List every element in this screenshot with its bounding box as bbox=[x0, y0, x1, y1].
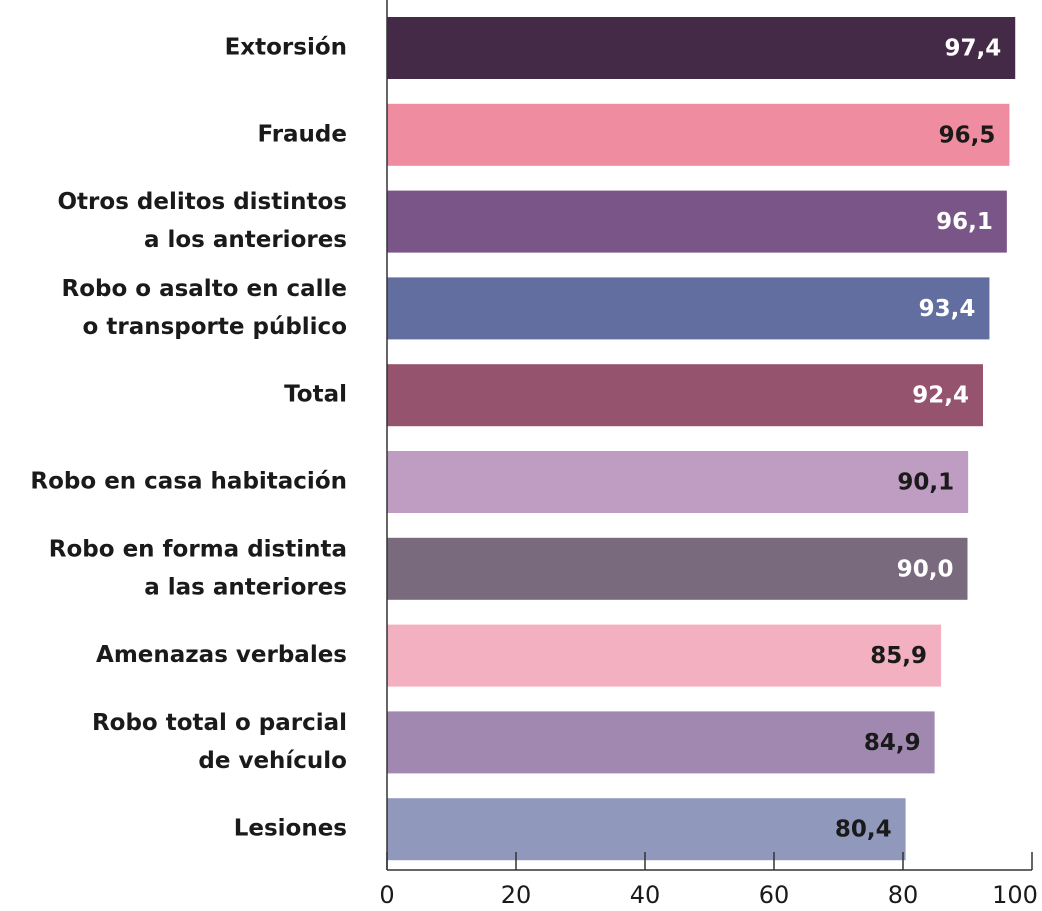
x-tick-label: 40 bbox=[630, 881, 661, 909]
y-tick-label: Robo en forma distinta bbox=[49, 536, 347, 562]
bar bbox=[387, 711, 935, 774]
value-label: 90,1 bbox=[897, 470, 954, 496]
x-tick-label: 0 bbox=[379, 881, 394, 909]
bar bbox=[387, 190, 1007, 253]
y-tick-label: a los anteriores bbox=[144, 227, 347, 253]
y-tick-label: Fraude bbox=[257, 121, 347, 147]
value-label: 92,4 bbox=[912, 383, 969, 409]
bar bbox=[387, 798, 906, 861]
value-label: 96,1 bbox=[936, 209, 993, 235]
value-label: 90,0 bbox=[897, 556, 954, 582]
value-label: 80,4 bbox=[835, 817, 892, 843]
y-tick-label: Total bbox=[284, 382, 347, 408]
x-tick-label: 80 bbox=[888, 881, 919, 909]
bar bbox=[387, 17, 1016, 79]
y-tick-label: a las anteriores bbox=[144, 574, 347, 600]
bar bbox=[387, 624, 942, 687]
y-tick-label: de vehículo bbox=[198, 748, 347, 774]
x-tick-label: 100 bbox=[992, 881, 1038, 909]
y-tick-label: Otros delitos distintos bbox=[58, 189, 348, 215]
x-tick-label: 20 bbox=[501, 881, 532, 909]
bar bbox=[387, 451, 969, 513]
y-tick-label: Amenazas verbales bbox=[96, 642, 347, 668]
x-tick-label: 60 bbox=[759, 881, 790, 909]
y-tick-label: Robo o asalto en calle bbox=[61, 276, 347, 302]
y-tick-label: Extorsión bbox=[225, 35, 347, 61]
bar bbox=[387, 537, 968, 600]
value-label: 93,4 bbox=[919, 296, 976, 322]
value-label: 97,4 bbox=[944, 36, 1001, 62]
y-tick-label: Lesiones bbox=[234, 816, 347, 842]
bar bbox=[387, 277, 990, 340]
y-tick-label: Robo en casa habitación bbox=[30, 469, 347, 495]
value-label: 96,5 bbox=[939, 122, 996, 148]
value-label: 84,9 bbox=[864, 730, 921, 756]
y-tick-label: o transporte público bbox=[83, 314, 347, 340]
bar bbox=[387, 364, 983, 427]
bar bbox=[387, 103, 1010, 166]
y-tick-label: Robo total o parcial bbox=[92, 710, 347, 736]
value-label: 85,9 bbox=[870, 643, 927, 669]
